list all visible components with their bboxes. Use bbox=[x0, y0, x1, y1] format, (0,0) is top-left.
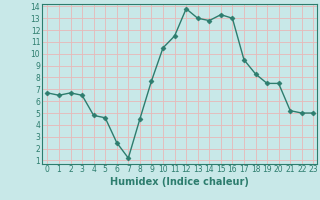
X-axis label: Humidex (Indice chaleur): Humidex (Indice chaleur) bbox=[110, 177, 249, 187]
